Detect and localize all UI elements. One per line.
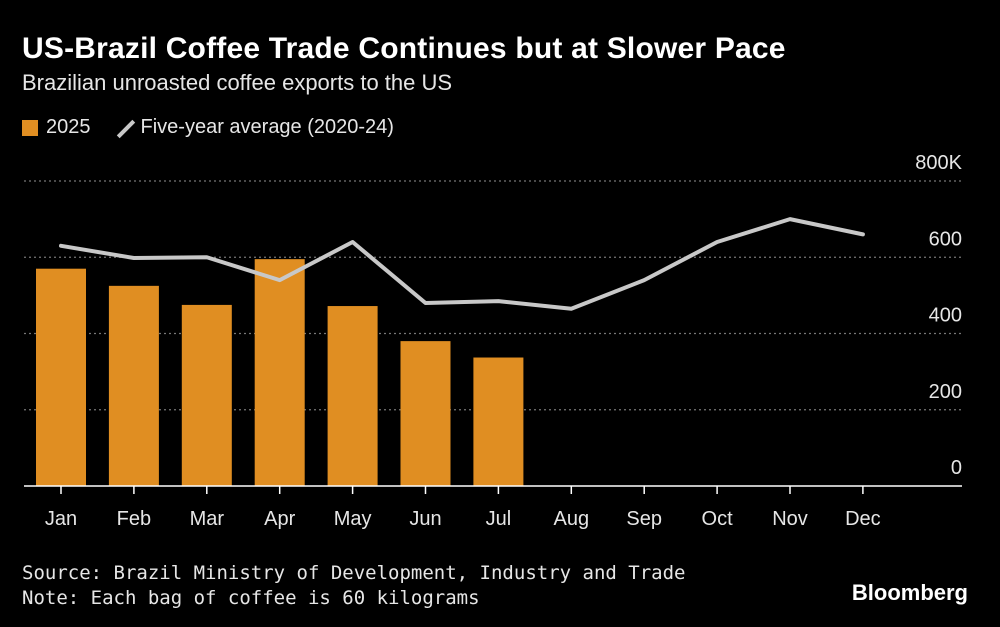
legend-bar-label: 2025 xyxy=(46,116,91,138)
bar-feb xyxy=(108,285,159,486)
x-tick-label: Dec xyxy=(845,508,881,530)
bar-apr xyxy=(254,259,305,486)
x-tick-label: Mar xyxy=(190,508,225,530)
bar-jun xyxy=(400,341,451,486)
x-tick-label: Aug xyxy=(554,508,590,530)
chart-title: US-Brazil Coffee Trade Continues but at … xyxy=(22,32,786,65)
source-text: Source: Brazil Ministry of Development, … xyxy=(22,562,686,584)
x-tick-label: Jul xyxy=(486,508,512,530)
y-tick-label: 400 xyxy=(929,305,962,327)
bar-jul xyxy=(473,357,524,486)
x-tick-label: May xyxy=(334,508,372,530)
bloomberg-logo: Bloomberg xyxy=(851,580,968,605)
x-tick-label: Feb xyxy=(117,508,151,530)
legend-line-label: Five-year average (2020-24) xyxy=(140,116,394,138)
chart-subtitle: Brazilian unroasted coffee exports to th… xyxy=(22,70,453,95)
average-line xyxy=(59,217,865,311)
bar-may xyxy=(327,306,378,486)
bar-jan xyxy=(36,268,86,486)
x-tick-label: Jan xyxy=(45,508,77,530)
legend: 2025 Five-year average (2020-24) xyxy=(22,116,394,139)
x-tick-label: Oct xyxy=(702,508,734,530)
bar-mar xyxy=(181,304,232,486)
legend-bar-swatch xyxy=(22,119,38,136)
y-top-label: 800K xyxy=(915,152,962,174)
x-tick-label: Nov xyxy=(772,508,808,530)
note-text: Note: Each bag of coffee is 60 kilograms xyxy=(22,587,480,609)
x-tick-label: Apr xyxy=(264,508,295,530)
y-tick-label: 0 xyxy=(951,457,962,479)
x-tick-label: Sep xyxy=(626,508,662,530)
y-tick-label: 200 xyxy=(929,381,962,403)
y-tick-label: 600 xyxy=(929,228,962,250)
x-tick-label: Jun xyxy=(409,508,441,530)
